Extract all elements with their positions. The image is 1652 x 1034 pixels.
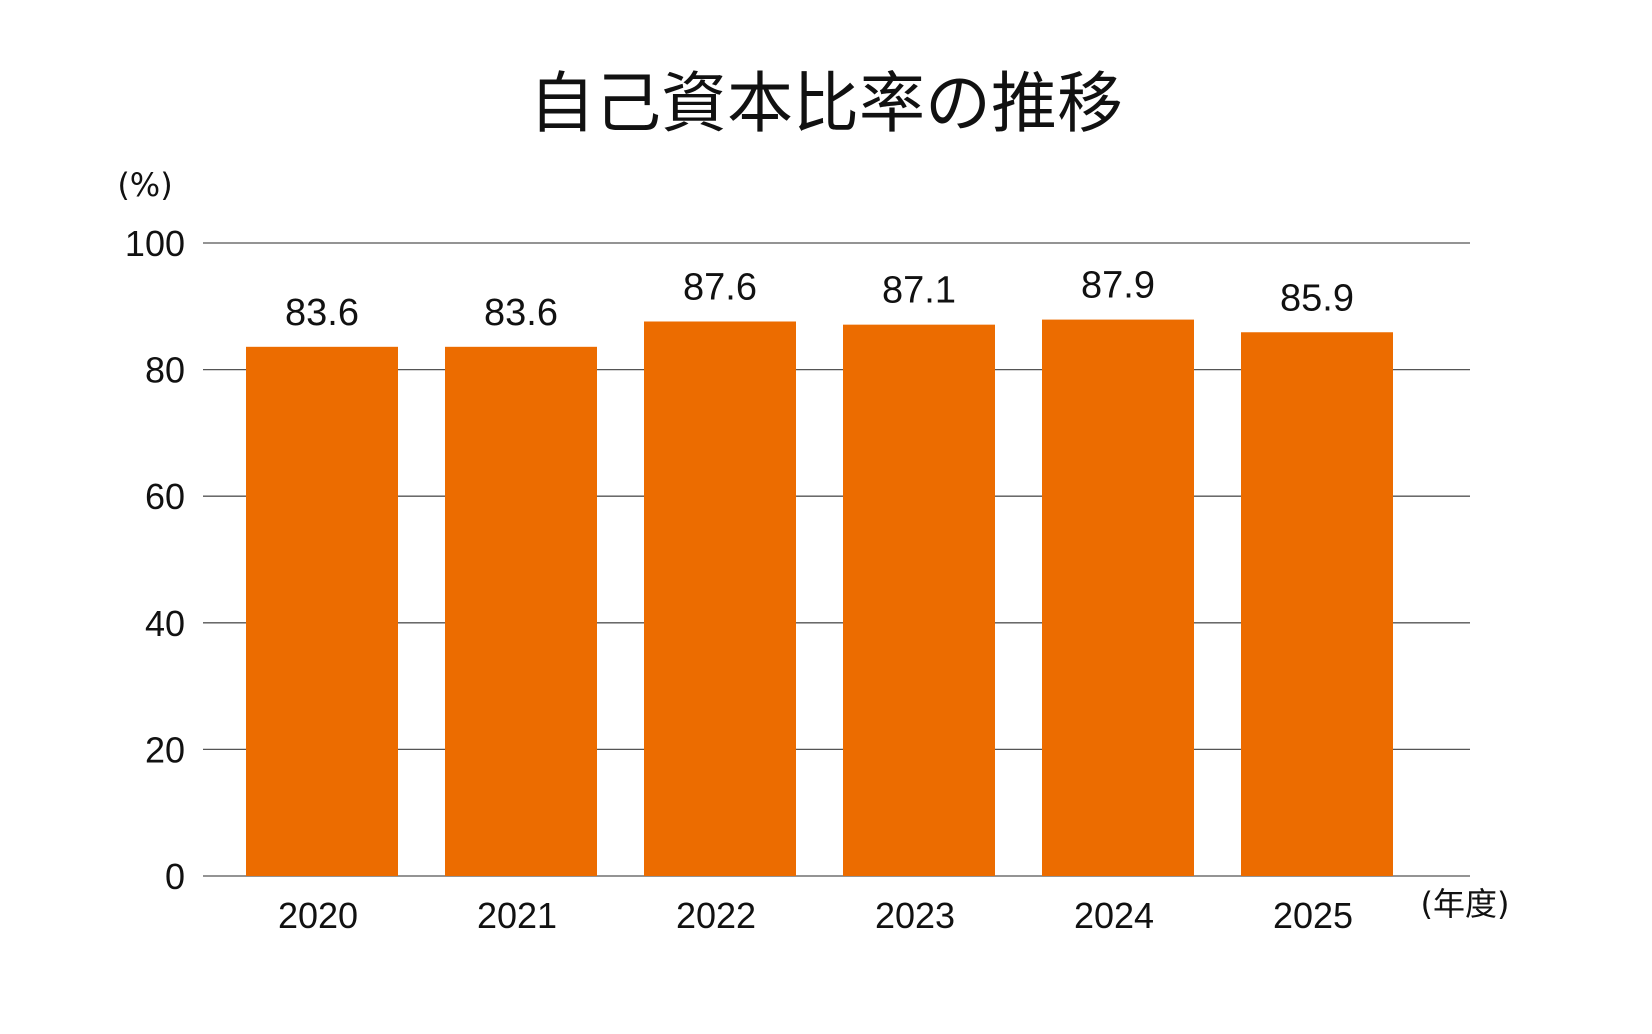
x-tick-label: 2021: [477, 895, 557, 936]
y-tick-label: 20: [145, 729, 185, 770]
x-tick-label: 2020: [278, 895, 358, 936]
bar: [445, 346, 597, 876]
bar: [843, 324, 995, 877]
bar: [1241, 332, 1393, 876]
y-tick-label: 100: [125, 223, 185, 264]
x-tick-label: 2024: [1074, 895, 1154, 936]
chart-title: 自己資本比率の推移: [529, 65, 1123, 142]
bar-value-label: 83.6: [285, 292, 359, 334]
y-axis-unit-label: (%): [117, 166, 172, 204]
y-tick-label: 0: [165, 856, 185, 897]
bar: [644, 321, 796, 876]
bars: [246, 319, 1393, 877]
x-tick-label: 2022: [676, 895, 756, 936]
y-tick-label: 80: [145, 350, 185, 391]
bar-value-label: 85.9: [1280, 277, 1354, 319]
y-tick-label: 40: [145, 603, 185, 644]
bar-value-label: 87.1: [882, 270, 956, 312]
bar-value-label: 83.6: [484, 292, 558, 334]
bar: [1042, 319, 1194, 876]
bar-value-label: 87.6: [683, 266, 757, 308]
bar: [246, 346, 398, 876]
y-axis-ticks: 0 20 40 60 80 100: [125, 223, 185, 897]
bar-value-label: 87.9: [1081, 265, 1155, 307]
y-tick-label: 60: [145, 476, 185, 517]
data-labels: 83.6 83.6 87.6 87.1 87.9 85.9: [285, 265, 1354, 334]
x-tick-label: 2023: [875, 895, 955, 936]
x-tick-label: 2025: [1273, 895, 1353, 936]
x-axis-unit-label: (年度): [1421, 885, 1510, 923]
x-axis-ticks: 2020 2021 2022 2023 2024 2025: [278, 895, 1353, 936]
